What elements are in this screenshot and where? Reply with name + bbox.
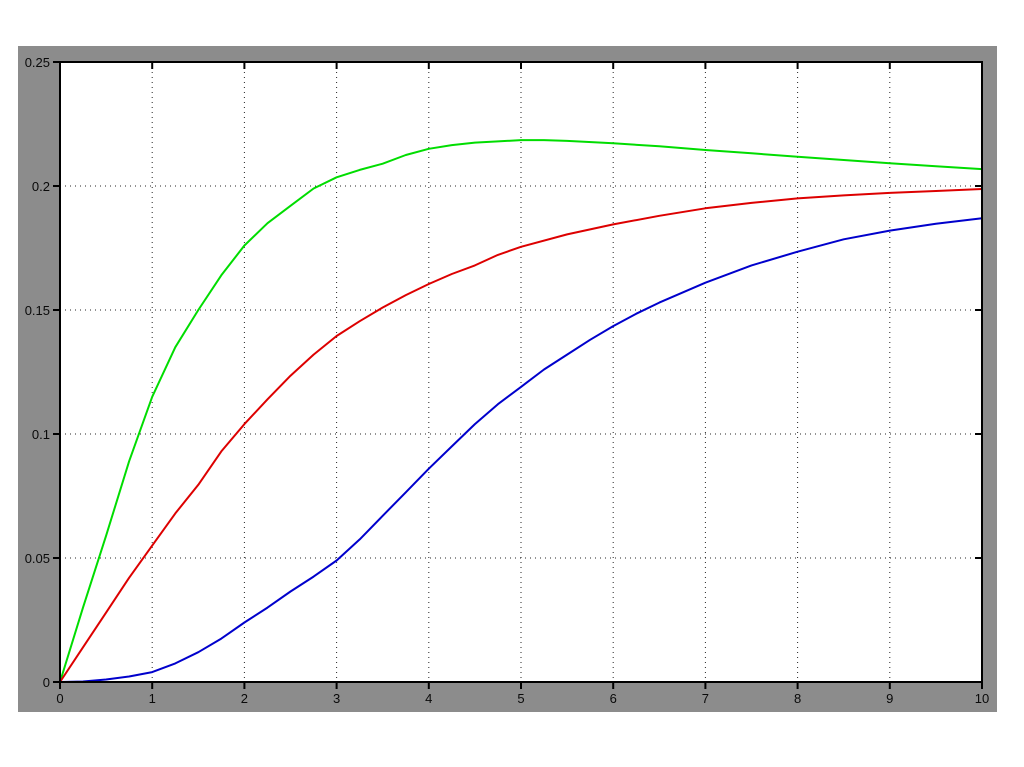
plot-svg: 0 1 2 3 4 5 6 7 8 9 10 0 0.05 0.1 0.15 0.2 0.25 xyxy=(18,46,997,712)
x-tick-label: 4 xyxy=(425,691,432,706)
x-tick-label: 9 xyxy=(886,691,893,706)
x-tick-label: 1 xyxy=(149,691,156,706)
series-red-curve xyxy=(59,188,983,683)
axes-box xyxy=(59,61,983,683)
x-tick-label: 0 xyxy=(56,691,63,706)
x-tick-label: 7 xyxy=(702,691,709,706)
y-tick-label: 0.05 xyxy=(25,551,50,566)
figure-panel: 0 1 2 3 4 5 6 7 8 9 10 0 0.05 0.1 0.15 0.2 0.25 xyxy=(18,46,997,712)
y-tick-label: 0.25 xyxy=(25,55,50,70)
x-tick-label: 10 xyxy=(975,691,989,706)
y-tick-label: 0.15 xyxy=(25,303,50,318)
x-tick-label: 2 xyxy=(241,691,248,706)
x-tick-label: 3 xyxy=(333,691,340,706)
y-tick-label: 0.2 xyxy=(32,179,50,194)
x-tick-label: 6 xyxy=(610,691,617,706)
x-tick-label: 8 xyxy=(794,691,801,706)
x-tick-label: 5 xyxy=(517,691,524,706)
series-blue-curve xyxy=(59,217,983,683)
series-green-curve xyxy=(59,139,983,683)
y-tick-label: 0 xyxy=(43,675,50,690)
y-tick-label: 0.1 xyxy=(32,427,50,442)
